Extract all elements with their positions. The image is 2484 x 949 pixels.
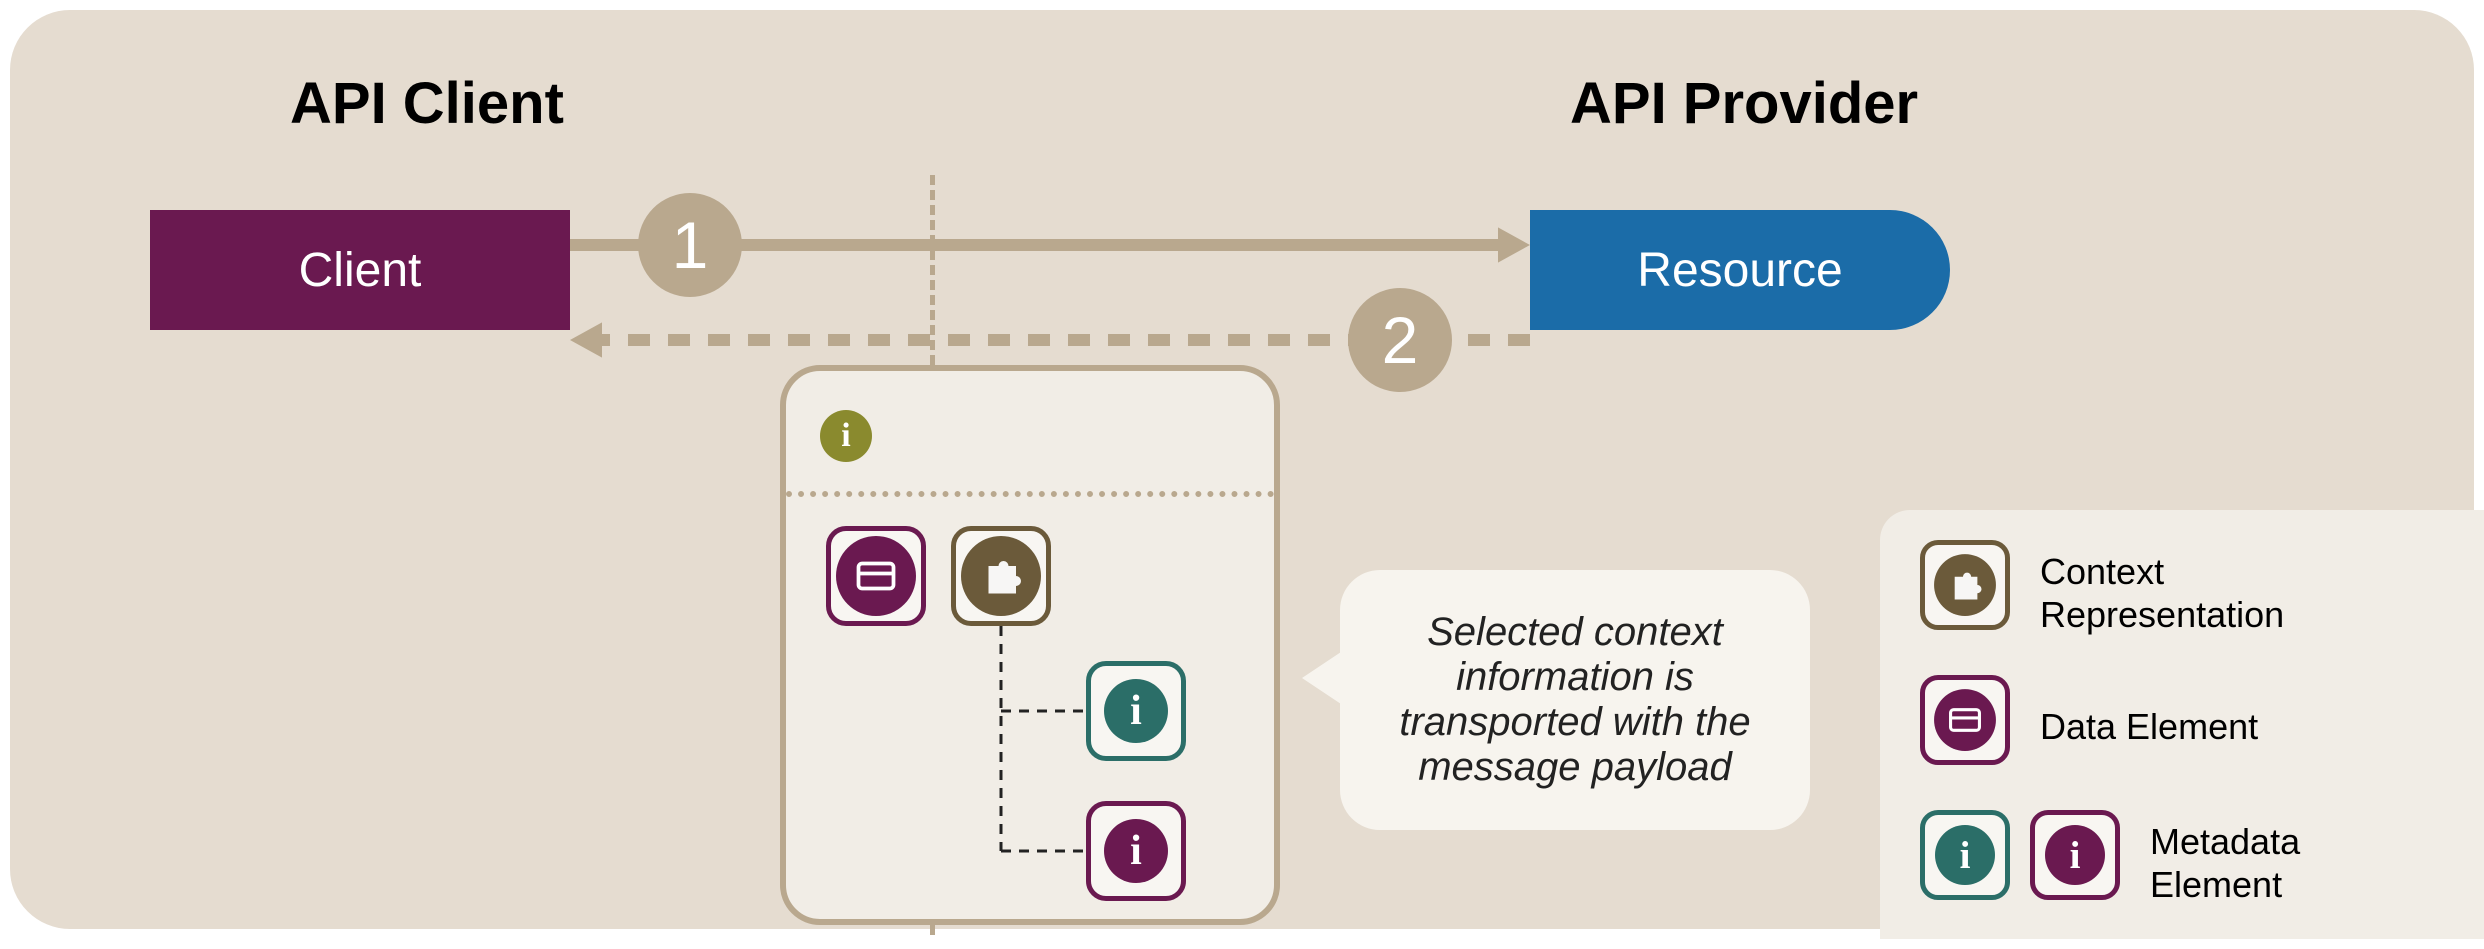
info-icon: i <box>1935 825 1995 885</box>
info-icon: i <box>2045 825 2105 885</box>
legend-context-tile <box>1920 540 2010 630</box>
legend-context-label: Context Representation <box>2040 550 2360 636</box>
legend-card: Context Representation Data Element i i Meta… <box>1880 510 2484 939</box>
legend-meta_purple-label: Metadata Element <box>2150 820 2410 906</box>
context-callout-tail <box>1302 650 1344 706</box>
payload-tree-lines <box>786 371 1286 931</box>
diagram-panel: API Client API Provider Client Resource … <box>10 10 2474 929</box>
info-glyph: i <box>2070 833 2081 878</box>
step-1-label: 1 <box>672 207 709 283</box>
legend-data-label: Data Element <box>2040 705 2360 748</box>
legend-meta_purple-tile: i <box>2030 810 2120 900</box>
context-callout: Selected context information is transpor… <box>1340 570 1810 830</box>
step-2-badge: 2 <box>1348 288 1452 392</box>
message-payload-card: i i i <box>780 365 1280 925</box>
step-1-badge: 1 <box>638 193 742 297</box>
context-callout-text: Selected context information is transpor… <box>1370 610 1780 790</box>
legend-meta_teal-tile: i <box>1920 810 2010 900</box>
step-2-label: 2 <box>1382 302 1419 378</box>
info-glyph: i <box>1960 833 1971 878</box>
context-representation-icon <box>1932 552 1998 618</box>
legend-data-tile <box>1920 675 2010 765</box>
data-element-icon <box>1932 687 1998 753</box>
